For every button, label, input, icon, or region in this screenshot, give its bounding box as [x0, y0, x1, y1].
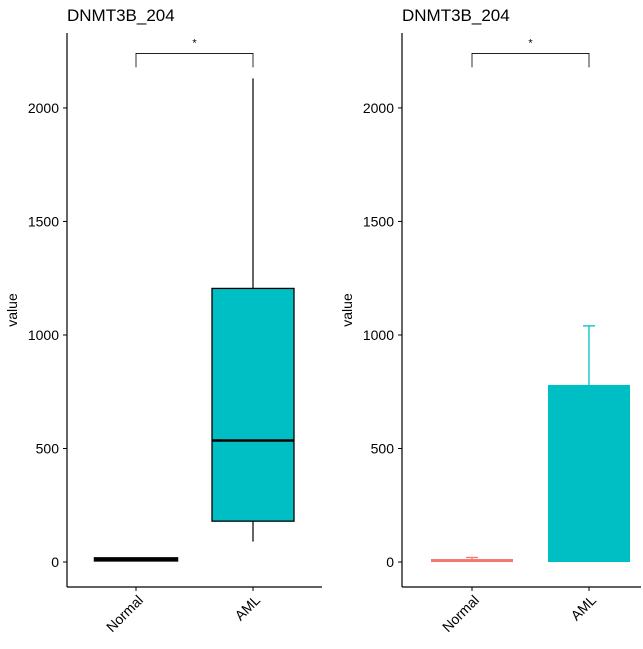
- significance-bracket: *: [135, 37, 254, 68]
- y-tick-label: 1000: [363, 327, 394, 343]
- x-tick-label: AML: [567, 592, 599, 624]
- y-tick-label: 1000: [28, 327, 59, 343]
- y-tick-label: 2000: [28, 100, 59, 116]
- y-tick-label: 2000: [363, 100, 394, 116]
- bar-aml: [548, 325, 630, 563]
- panel-title: DNMT3B_204: [67, 6, 175, 25]
- y-tick-label: 1500: [363, 213, 394, 229]
- box-body: [211, 287, 295, 522]
- bar-rect: [548, 384, 630, 563]
- significance-bracket: *: [471, 37, 590, 68]
- y-tick-label: 0: [386, 554, 394, 570]
- y-tick-label: 500: [371, 441, 395, 457]
- panel-right: DNMT3B_204 value 0 500 1000 1500 2000 Normal A…: [339, 6, 641, 635]
- bar-rect: [431, 559, 513, 563]
- significance-label: *: [192, 37, 197, 49]
- y-axis-label: value: [4, 293, 20, 327]
- y-axis-label: value: [339, 293, 355, 327]
- x-tick-label: AML: [231, 592, 263, 624]
- x-tick-label: Normal: [439, 592, 482, 635]
- bracket-line: [471, 53, 590, 68]
- panel-left: DNMT3B_204 value 0 500 1000 1500 2000 Normal A…: [4, 6, 322, 635]
- y-tick-label: 500: [36, 441, 60, 457]
- box-aml: [211, 78, 295, 542]
- y-tick-label: 1500: [28, 213, 59, 229]
- box-normal: [93, 557, 179, 562]
- bracket-line: [135, 53, 254, 68]
- bar-normal: [431, 556, 513, 563]
- x-tick-label: Normal: [103, 592, 146, 635]
- panel-title: DNMT3B_204: [402, 6, 510, 25]
- y-tick-label: 0: [51, 554, 59, 570]
- significance-label: *: [528, 37, 533, 49]
